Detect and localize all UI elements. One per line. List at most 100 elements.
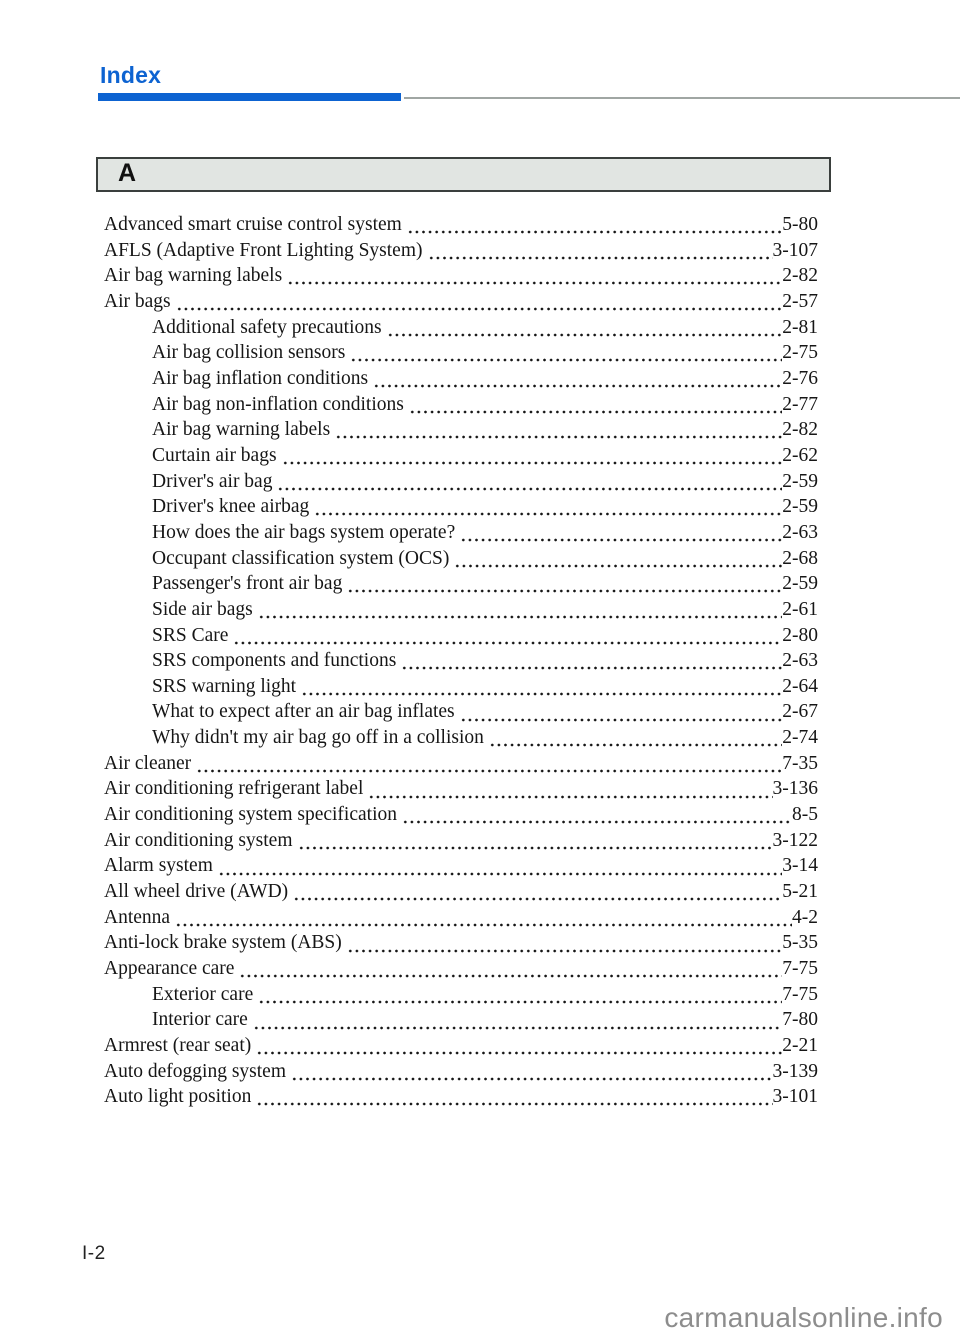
- index-entry: Air conditioning refrigerant label 3-136: [104, 776, 819, 803]
- title-underline-accent-bar: [98, 93, 401, 101]
- dotted-leader: [427, 237, 773, 264]
- entry-page-number: 2-82: [782, 265, 818, 287]
- entry-label: Air bags: [104, 290, 171, 312]
- index-entry: Appearance care 7-75: [104, 956, 818, 982]
- entry-label: How does the air bags system operate?: [152, 521, 456, 543]
- dotted-leader: [460, 519, 783, 546]
- entry-label: What to expect after an air bag inflates: [152, 701, 455, 723]
- entry-page-number: 3-136: [772, 778, 819, 800]
- entry-page-number: 3-101: [772, 1086, 819, 1108]
- entry-page-number: 2-62: [782, 444, 818, 466]
- entry-label: Why didn't my air bag go off in a collis…: [152, 727, 484, 749]
- index-entry: Air conditioning system 3-122: [104, 827, 818, 854]
- dotted-leader: [347, 571, 783, 597]
- entry-label: Occupant classification system (OCS): [152, 547, 450, 569]
- dotted-leader: [454, 545, 783, 572]
- entry-label: SRS Care: [152, 624, 229, 646]
- entry-page-number: 2-61: [782, 598, 818, 620]
- dotted-leader: [293, 879, 783, 905]
- index-entry: Antenna 4-2: [104, 904, 818, 931]
- index-entry: Additional safety precautions 2-81: [104, 314, 818, 341]
- dotted-leader: [281, 442, 783, 469]
- page-title: Index: [100, 62, 162, 88]
- entry-label: Driver's knee airbag: [152, 496, 310, 518]
- index-entry: Air conditioning system specification 8-5: [104, 802, 818, 828]
- dotted-leader: [314, 494, 783, 520]
- dotted-leader: [239, 956, 783, 982]
- entry-page-number: 2-80: [782, 624, 818, 646]
- dotted-leader: [252, 1007, 783, 1033]
- entry-page-number: 4-2: [792, 906, 818, 928]
- index-entry: All wheel drive (AWD) 5-21: [104, 879, 818, 905]
- dotted-leader: [256, 1033, 783, 1059]
- entry-page-number: 2-63: [782, 521, 818, 543]
- dotted-leader: [346, 930, 783, 957]
- entry-label: Air bag warning labels: [152, 419, 331, 441]
- dotted-leader: [386, 314, 783, 341]
- entry-label: Passenger's front air bag: [152, 573, 343, 595]
- entry-page-number: 8-5: [792, 804, 818, 826]
- entry-page-number: 2-63: [782, 650, 818, 672]
- entry-page-number: 2-59: [782, 573, 818, 595]
- entry-label: Interior care: [152, 1009, 248, 1031]
- index-entry: Air bag warning labels 2-82: [104, 263, 818, 289]
- entry-page-number: 2-75: [782, 342, 818, 364]
- entry-label: Air cleaner: [104, 752, 192, 774]
- entry-page-number: 2-68: [782, 547, 818, 569]
- dotted-leader: [350, 340, 783, 366]
- entry-page-number: 3-139: [772, 1060, 819, 1082]
- dotted-leader: [233, 622, 783, 649]
- section-letter: A: [118, 159, 137, 187]
- entry-label: Side air bags: [152, 598, 253, 620]
- title-underline-rule: [404, 97, 960, 99]
- dotted-leader: [408, 391, 783, 418]
- dotted-leader: [459, 699, 783, 726]
- entry-label: Alarm system: [104, 855, 213, 877]
- dotted-leader: [406, 212, 783, 238]
- dotted-leader: [401, 648, 783, 674]
- entry-page-number: 7-35: [782, 752, 818, 774]
- entry-label: SRS components and functions: [152, 650, 397, 672]
- entry-label: Auto defogging system: [104, 1060, 286, 1082]
- index-entry: Air bag warning labels 2-82: [104, 417, 818, 443]
- index-entry: Air bag inflation conditions 2-76: [104, 365, 818, 392]
- index-entry: Air bags 2-57: [104, 288, 818, 315]
- index-entry: Air bag collision sensors 2-75: [104, 340, 818, 366]
- entry-label: Auto light position: [104, 1086, 252, 1108]
- entry-label: AFLS (Adaptive Front Lighting System): [104, 239, 423, 261]
- index-entry: Air cleaner 7-35: [104, 750, 818, 777]
- entry-page-number: 2-67: [782, 701, 818, 723]
- entry-page-number: 2-76: [782, 367, 818, 389]
- dotted-leader: [175, 904, 792, 931]
- index-entry: What to expect after an air bag inflates…: [104, 699, 818, 726]
- entry-label: Air bag collision sensors: [152, 342, 346, 364]
- dotted-leader: [256, 1084, 773, 1110]
- entry-page-number: 2-57: [782, 290, 818, 312]
- index-entry: Alarm system 3-14: [104, 853, 818, 880]
- dotted-leader: [175, 288, 783, 315]
- entry-page-number: 2-81: [782, 316, 818, 338]
- entry-label: Advanced smart cruise control system: [104, 214, 402, 235]
- dotted-leader: [402, 802, 792, 828]
- entry-page-number: 2-59: [782, 470, 818, 492]
- index-entry: SRS warning light 2-64: [104, 673, 818, 700]
- entry-label: Air conditioning system: [104, 829, 293, 851]
- entry-label: Additional safety precautions: [152, 316, 382, 338]
- entry-page-number: 2-59: [782, 496, 818, 518]
- watermark: carmanualsonline.info: [664, 1302, 943, 1333]
- dotted-leader: [258, 981, 783, 1008]
- index-entry: SRS Care 2-80: [104, 622, 818, 649]
- entry-label: Driver's air bag: [152, 470, 273, 492]
- dotted-leader: [335, 417, 783, 443]
- entry-page-number: 3-107: [772, 239, 819, 261]
- entry-label: Air bag non-inflation conditions: [152, 393, 404, 415]
- dotted-leader: [301, 673, 783, 700]
- index-entry: How does the air bags system operate? 2-6…: [104, 519, 818, 546]
- entry-label: Appearance care: [104, 958, 235, 980]
- index-entry: Armrest (rear seat) 2-21: [104, 1033, 818, 1059]
- entry-page-number: 5-35: [782, 932, 818, 954]
- entry-page-number: 2-82: [782, 419, 818, 441]
- entry-label: All wheel drive (AWD): [104, 881, 289, 903]
- index-entry: Exterior care 7-75: [104, 981, 818, 1008]
